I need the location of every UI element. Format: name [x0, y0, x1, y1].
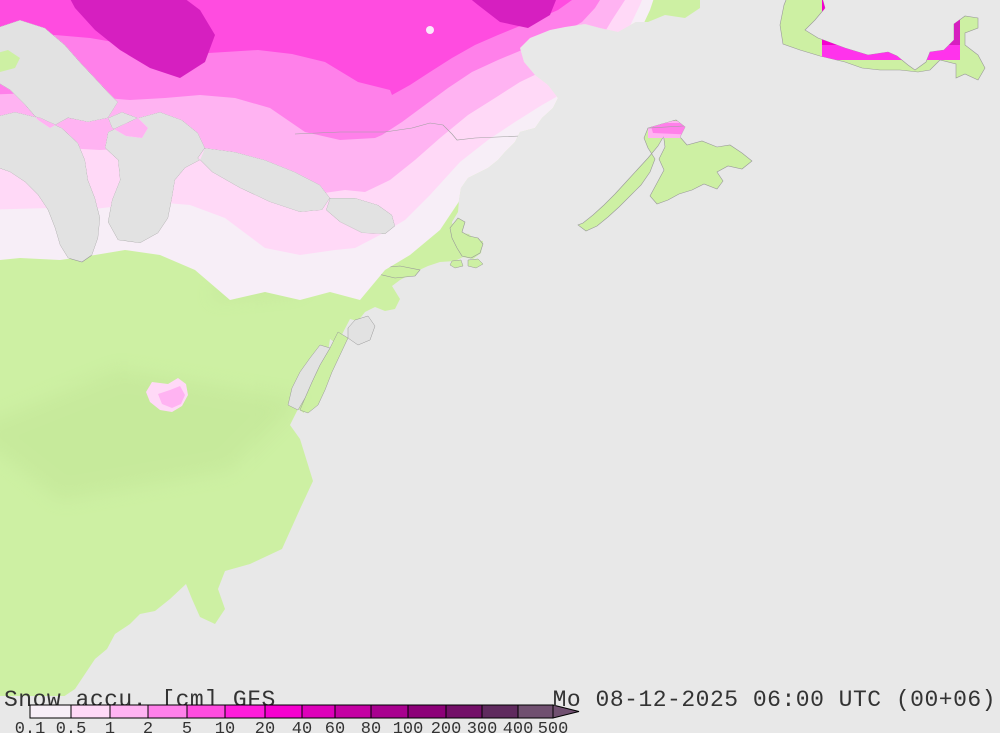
svg-text:200: 200: [431, 720, 462, 733]
svg-text:5: 5: [182, 720, 192, 733]
svg-text:0.5: 0.5: [56, 720, 87, 733]
svg-text:Mo 08-12-2025 06:00 UTC (00+06: Mo 08-12-2025 06:00 UTC (00+06): [553, 687, 996, 713]
svg-text:2: 2: [143, 720, 153, 733]
svg-text:20: 20: [255, 720, 275, 733]
svg-text:100: 100: [393, 720, 424, 733]
svg-text:60: 60: [325, 720, 345, 733]
svg-text:0.1: 0.1: [15, 720, 46, 733]
svg-text:40: 40: [292, 720, 312, 733]
svg-text:400: 400: [503, 720, 534, 733]
svg-text:80: 80: [361, 720, 381, 733]
svg-text:300: 300: [467, 720, 498, 733]
svg-text:1: 1: [105, 720, 115, 733]
svg-text:10: 10: [215, 720, 235, 733]
svg-text:500: 500: [538, 720, 569, 733]
